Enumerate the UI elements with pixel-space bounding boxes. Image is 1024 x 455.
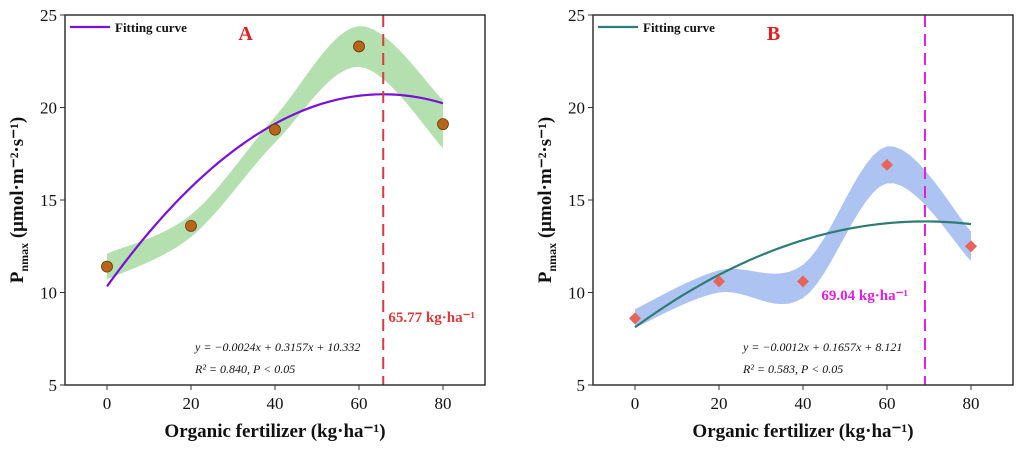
y-tick-label: 15	[40, 191, 57, 210]
stats: R² = 0.840, P < 0.05	[194, 362, 295, 376]
stats: R² = 0.583, P < 0.05	[742, 362, 843, 376]
data-point	[629, 312, 641, 325]
x-tick-label: 0	[103, 394, 112, 413]
y-label-main: P	[7, 271, 28, 283]
optimum-label: 69.04 kg·ha⁻¹	[821, 288, 908, 304]
y-label-main: P	[535, 271, 556, 283]
y-tick-label: 20	[568, 99, 585, 118]
y-tick-label: 10	[568, 284, 585, 303]
y-tick-label: 25	[40, 6, 57, 25]
data-point	[185, 219, 197, 232]
legend-label: Fitting curve	[643, 20, 715, 35]
x-tick-label: 20	[711, 394, 728, 413]
data-point	[713, 275, 725, 288]
x-axis-label: Organic fertilizer (kg·ha⁻¹)	[164, 421, 385, 442]
y-tick-label: 15	[568, 191, 585, 210]
optimum-label: 65.77 kg·ha⁻¹	[388, 310, 475, 326]
x-tick-label: 40	[795, 394, 812, 413]
plot-frame	[64, 14, 486, 386]
y-tick-label: 20	[40, 99, 57, 118]
y-label-unit: (μmol·m⁻²·s⁻¹)	[535, 117, 556, 243]
data-point	[881, 158, 893, 171]
x-tick-label: 0	[631, 394, 640, 413]
plot-frame	[592, 14, 1014, 386]
y-tick-label: 5	[49, 376, 58, 395]
confidence-band	[107, 26, 443, 280]
data-point	[965, 240, 977, 253]
y-label-sub: nmax	[17, 243, 31, 272]
data-point	[797, 275, 809, 288]
legend-label: Fitting curve	[115, 20, 187, 35]
panel-label: A	[238, 23, 253, 45]
panel-label: B	[767, 23, 780, 45]
x-tick-label: 40	[267, 394, 284, 413]
confidence-band	[635, 146, 971, 328]
x-tick-label: 20	[183, 394, 200, 413]
x-axis-label: Organic fertilizer (kg·ha⁻¹)	[692, 421, 913, 442]
y-tick-label: 5	[577, 376, 586, 395]
panel-B: 0 20 40 60 80 5 10 15 20 25 Organic fertilizer (kg…	[535, 6, 1014, 442]
y-label-unit: (μmol·m⁻²·s⁻¹)	[7, 117, 28, 243]
data-point	[437, 118, 449, 131]
y-tick-label: 25	[568, 6, 585, 25]
fitting-curve	[106, 93, 444, 288]
data-point	[269, 123, 281, 136]
equation: y = −0.0024x + 0.3157x + 10.332	[194, 340, 360, 354]
y-axis-label: Pnmax (μmol·m⁻²·s⁻¹)	[535, 117, 559, 283]
y-tick-label: 10	[40, 284, 57, 303]
y-label-sub: nmax	[545, 243, 559, 272]
panel-A: 0 20 40 60 80 5 10 15 20 25 Organic fertilizer (kg…	[7, 6, 486, 442]
fitting-curve	[634, 220, 972, 329]
y-axis-label: Pnmax (μmol·m⁻²·s⁻¹)	[7, 117, 31, 283]
data-point	[353, 40, 365, 53]
x-tick-label: 60	[879, 394, 896, 413]
x-tick-label: 80	[435, 394, 452, 413]
data-point	[101, 260, 113, 273]
equation: y = −0.0012x + 0.1657x + 8.121	[742, 340, 902, 354]
x-tick-label: 80	[963, 394, 980, 413]
x-tick-label: 60	[351, 394, 368, 413]
